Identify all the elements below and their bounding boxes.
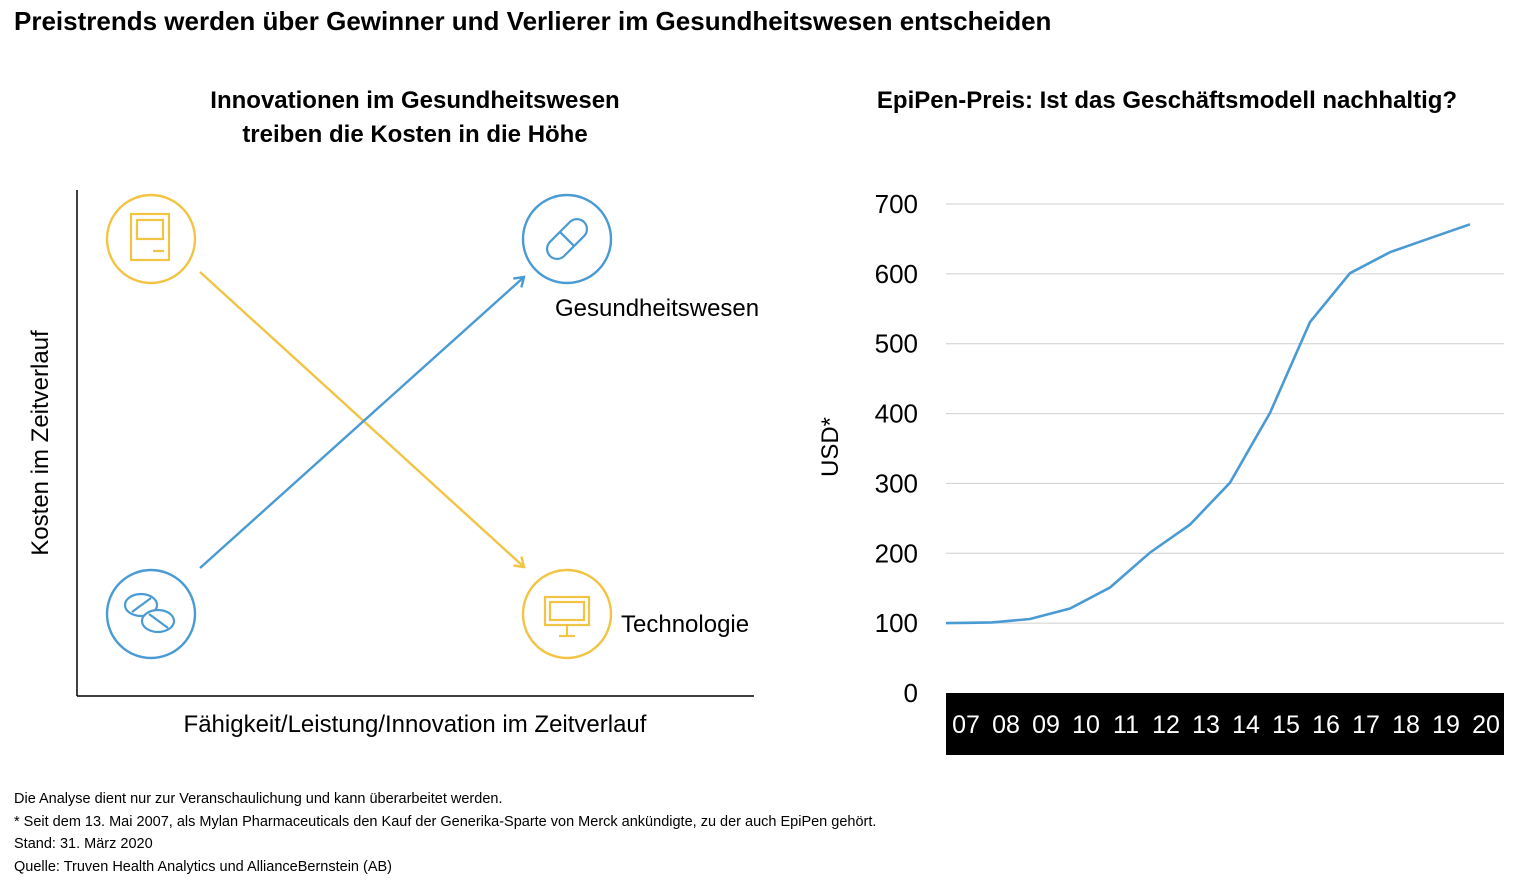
y-tick-label: 0 (904, 678, 918, 708)
footer-date: Stand: 31. März 2020 (14, 836, 153, 852)
x-tick-label: 09 (1032, 711, 1060, 739)
x-tick-label: 10 (1072, 711, 1100, 739)
x-tick-label: 16 (1312, 711, 1340, 739)
y-axis-label: USD* (817, 417, 844, 477)
pills-icon (105, 568, 197, 660)
epipen-price-chart: 0 100 200 300 400 500 600 700 USD* 07 08 09 10 11 12… (817, 189, 1504, 755)
x-tick-label: 14 (1232, 711, 1260, 739)
health-label: Gesundheitswesen (555, 295, 759, 322)
left-panel-title: Innovationen im Gesundheitswesen treiben… (110, 84, 720, 152)
y-tick-label: 300 (875, 468, 918, 498)
y-axis-label: Kosten im Zeitverlauf (27, 330, 54, 556)
x-axis-label: Fähigkeit/Leistung/Innovation im Zeitver… (184, 711, 647, 738)
left-panel-title-line1: Innovationen im Gesundheitswesen (210, 87, 620, 114)
x-tick-label: 18 (1392, 711, 1420, 739)
series-line (945, 223, 1471, 625)
y-tick-label: 200 (875, 538, 918, 568)
tech-arrow (199, 271, 526, 569)
x-tick-label: 12 (1152, 711, 1180, 739)
x-tick-label: 20 (1472, 711, 1500, 739)
footer-disclaimer: Die Analyse dient nur zur Veranschaulich… (14, 791, 503, 807)
computer-icon (105, 193, 197, 285)
concept-diagram: Kosten im Zeitverlauf Fähigkeit/Leistung… (27, 190, 759, 738)
x-tick-label: 13 (1192, 711, 1220, 739)
footer-source: Quelle: Truven Health Analytics und Alli… (14, 858, 393, 875)
capsule-icon (521, 193, 613, 285)
footer-footnote: * Seit dem 13. Mai 2007, als Mylan Pharm… (14, 813, 877, 830)
left-panel-title-line2: treiben die Kosten in die Höhe (242, 121, 588, 148)
y-tick-label: 100 (875, 608, 918, 638)
right-panel-title: EpiPen-Preis: Ist das Geschäftsmodell na… (876, 87, 1458, 114)
x-tick-label: 15 (1272, 711, 1300, 739)
x-tick-label: 08 (992, 711, 1020, 739)
x-tick-label: 07 (952, 711, 980, 739)
y-tick-label: 400 (875, 399, 918, 429)
x-tick-label: 11 (1113, 711, 1139, 739)
monitor-icon (521, 568, 613, 660)
x-axis-band (946, 693, 1504, 755)
x-tick-label: 19 (1432, 711, 1460, 739)
y-tick-label: 600 (875, 259, 918, 289)
y-tick-labels: 0 100 200 300 400 500 600 700 (875, 189, 918, 708)
footer-notes: Die Analyse dient nur zur Veranschaulich… (14, 788, 876, 878)
page-title: Preistrends werden über Gewinner und Ver… (14, 6, 1052, 36)
y-tick-label: 500 (875, 329, 918, 359)
tech-label: Technologie (621, 611, 749, 638)
x-tick-label: 17 (1352, 711, 1380, 739)
y-tick-label: 700 (875, 189, 918, 219)
health-arrow (199, 275, 526, 569)
grid-lines (946, 203, 1504, 624)
x-tick-labels: 07 08 09 10 11 12 13 14 15 16 17 18 19 20 (952, 711, 1500, 739)
